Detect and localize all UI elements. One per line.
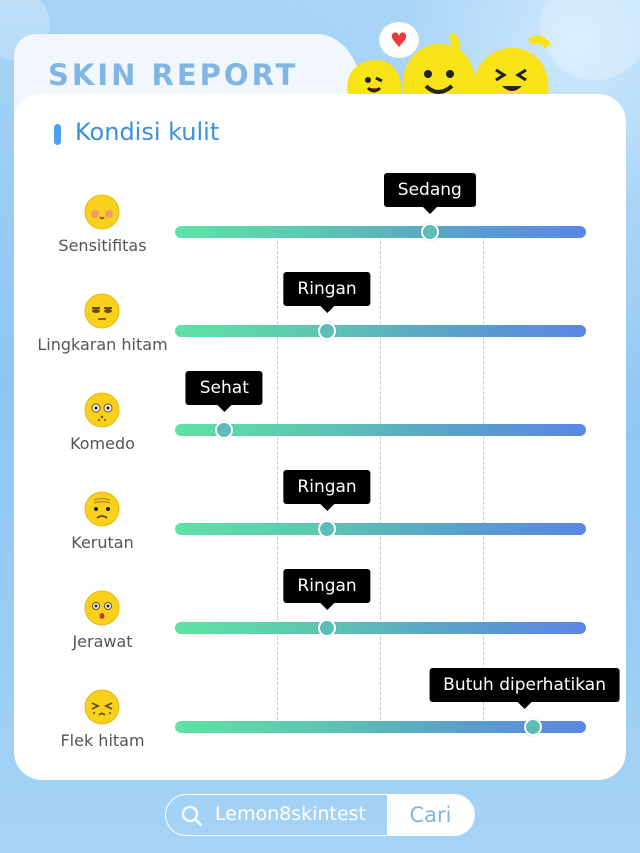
- level-slider-thumb: [318, 520, 337, 538]
- level-slider-thumb: [318, 322, 337, 340]
- level-slider-track: [175, 226, 586, 238]
- tired-face-icon: [82, 290, 122, 330]
- metric-row: Sensitifitas Sedang: [0, 173, 640, 273]
- level-slider-thumb: [523, 718, 542, 736]
- spotted-face-icon: [82, 389, 122, 429]
- level-tooltip: Sehat: [185, 371, 263, 412]
- surprised-face-icon: [82, 587, 122, 627]
- level-slider-thumb: [215, 421, 234, 439]
- search-query[interactable]: Lemon8skintest: [215, 803, 366, 825]
- section-marker: [54, 124, 61, 145]
- level-tooltip: Ringan: [283, 569, 371, 610]
- heart-icon: ♥: [379, 22, 419, 58]
- lemon-mascots-icon: [347, 32, 552, 96]
- level-slider-track: [175, 325, 586, 337]
- metric-row: Jerawat Ringan: [0, 569, 640, 669]
- search-button[interactable]: Cari: [387, 795, 474, 835]
- blushing-face-icon: [82, 191, 122, 231]
- level-slider-track: [175, 523, 586, 535]
- metric-row: Komedo Sehat: [0, 371, 640, 471]
- grid-divider: [380, 236, 381, 720]
- metric-row: Lingkaran hitam Ringan: [0, 272, 640, 372]
- metric-label: Jerawat: [72, 632, 133, 651]
- section-title: Kondisi kulit: [75, 118, 220, 146]
- level-tooltip: Sedang: [383, 173, 476, 214]
- level-slider-track: [175, 721, 586, 733]
- metric-label: Kerutan: [71, 533, 134, 552]
- report-title: SKIN REPORT: [48, 58, 299, 92]
- level-slider-thumb: [420, 223, 439, 241]
- level-tooltip: Ringan: [283, 470, 371, 511]
- grid-divider: [483, 236, 484, 720]
- grid-divider: [277, 236, 278, 720]
- level-tooltip: Ringan: [283, 272, 371, 313]
- metric-label: Lingkaran hitam: [37, 335, 168, 354]
- level-slider-track: [175, 424, 586, 436]
- search-icon: [181, 805, 203, 827]
- wrinkled-face-icon: [82, 488, 122, 528]
- squinting-face-icon: [82, 686, 122, 726]
- search-bar[interactable]: [165, 794, 475, 836]
- level-tooltip: Butuh diperhatikan: [429, 668, 620, 709]
- metric-row: Flek hitam Butuh diperhatikan: [0, 668, 640, 768]
- level-slider-track: [175, 622, 586, 634]
- metric-label: Komedo: [70, 434, 135, 453]
- metric-row: Kerutan Ringan: [0, 470, 640, 570]
- metric-label: Flek hitam: [60, 731, 145, 750]
- metric-label: Sensitifitas: [58, 236, 147, 255]
- level-slider-thumb: [318, 619, 337, 637]
